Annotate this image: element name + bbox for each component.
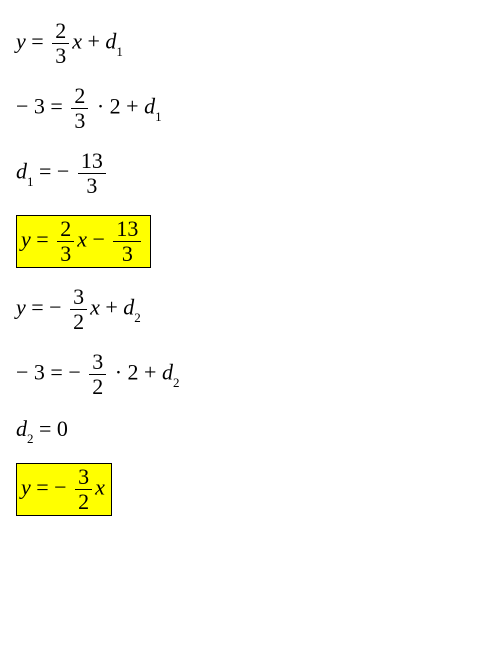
var-x: x [77,227,87,252]
subscript: 2 [173,375,180,390]
equation-1: y = 23x + d1 [16,20,484,67]
lhs: − 3 = [16,94,68,119]
subscript: 1 [116,44,123,59]
equation-6: − 3 = − 32 · 2 + d2 [16,351,484,398]
lhs: − 3 = − [16,360,86,385]
var-d: d [144,94,155,119]
var-d: d [105,29,116,54]
equation-7: d2 = 0 [16,416,484,445]
equation-3: d1 = − 133 [16,150,484,197]
var-d: d [162,360,173,385]
var-d: d [16,159,27,184]
subscript: 2 [27,431,34,446]
fraction: 23 [57,218,74,265]
var-y: y [21,227,31,252]
dot-term: · 2 + [109,360,162,385]
subscript: 1 [27,174,34,189]
highlight-box: y = − 32x [16,463,112,516]
plus: + [100,295,123,320]
var-d: d [123,295,134,320]
var-y: y [21,475,31,500]
equation-5: y = − 32x + d2 [16,286,484,333]
subscript: 2 [134,310,141,325]
equation-2: − 3 = 23 · 2 + d1 [16,85,484,132]
minus: − [87,227,110,252]
rhs: = 0 [34,416,68,441]
equals: = [26,29,49,54]
fraction: 32 [70,286,87,333]
equals: = [31,227,54,252]
dot-term: · 2 + [91,94,144,119]
plus: + [82,29,105,54]
var-y: y [16,295,26,320]
equals-neg: = − [31,475,72,500]
var-d: d [16,416,27,441]
highlight-box: y = 23x − 133 [16,215,151,268]
fraction: 32 [75,466,92,513]
fraction: 133 [78,150,106,197]
subscript: 1 [155,109,162,124]
equals-neg: = − [34,159,75,184]
fraction: 23 [71,85,88,132]
fraction: 133 [113,218,141,265]
var-x: x [95,475,105,500]
equation-4-answer: y = 23x − 133 [16,215,484,268]
fraction: 23 [52,20,69,67]
equation-8-answer: y = − 32x [16,463,484,516]
var-x: x [90,295,100,320]
var-x: x [72,29,82,54]
fraction: 32 [89,351,106,398]
var-y: y [16,29,26,54]
equals-neg: = − [26,295,67,320]
